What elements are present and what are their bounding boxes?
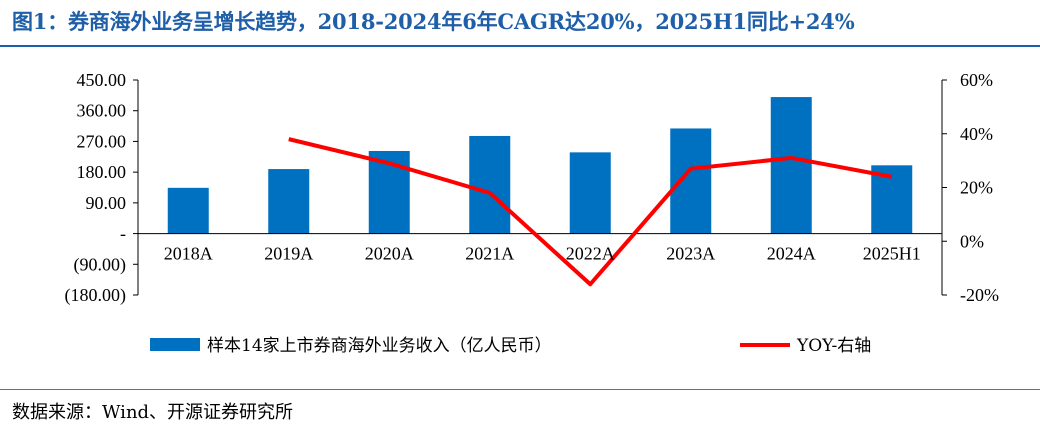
right-tick-label: 20% [960,178,993,198]
left-tick-label: 270.00 [77,131,127,151]
bar-2023A [670,128,712,234]
x-label: 2023A [666,244,715,264]
right-tick-label: 0% [960,231,984,251]
left-tick-label: 180.00 [77,162,127,182]
x-label: 2018A [164,244,213,264]
bar-2024A [770,97,812,234]
chart-canvas: 450.00 360.00 270.00 180.00 90.00 - (90.00) (18… [65,70,1000,356]
right-tick-label: -20% [960,285,999,305]
right-tick-label: 60% [960,70,993,90]
legend-line-label: YOY-右轴 [796,336,871,356]
bar-2019A [268,169,310,234]
source-divider [0,389,1040,390]
x-label: 2025H1 [863,244,921,264]
left-tick-label: - [120,224,126,244]
left-tick-label: 360.00 [77,101,127,121]
left-tick-label: 450.00 [77,70,127,90]
x-label: 2019A [264,244,313,264]
bar-series [167,97,913,234]
bar-2021A [469,135,511,234]
x-label: 2024A [767,244,816,264]
x-label: 2020A [365,244,414,264]
legend: 样本14家上市券商海外业务收入（亿人民币） YOY-右轴 [150,336,871,356]
x-axis-labels: 2018A 2019A 2020A 2021A 2022A 2023A 2024A 2025H… [164,244,921,264]
title-divider [0,45,1040,47]
right-axis: 60% 40% 20% 0% -20% [941,70,999,305]
x-label: 2021A [465,244,514,264]
source-note: 数据来源：Wind、开源证券研究所 [12,402,294,423]
left-tick-label: (90.00) [74,254,127,275]
bar-2022A [569,152,611,234]
x-label: 2022A [566,244,615,264]
left-axis: 450.00 360.00 270.00 180.00 90.00 - (90.00) (18… [65,70,139,306]
bar-2018A [167,187,209,234]
chart-title: 图1：券商海外业务呈增长趋势，2018-2024年6年CAGR达20%，2025… [12,9,855,34]
left-tick-label: (180.00) [65,285,127,306]
left-tick-label: 90.00 [86,193,127,213]
legend-bar-swatch [150,338,200,351]
legend-bar-label: 样本14家上市券商海外业务收入（亿人民币） [207,336,552,356]
yoy-line-series [288,137,893,287]
right-tick-label: 40% [960,124,993,144]
